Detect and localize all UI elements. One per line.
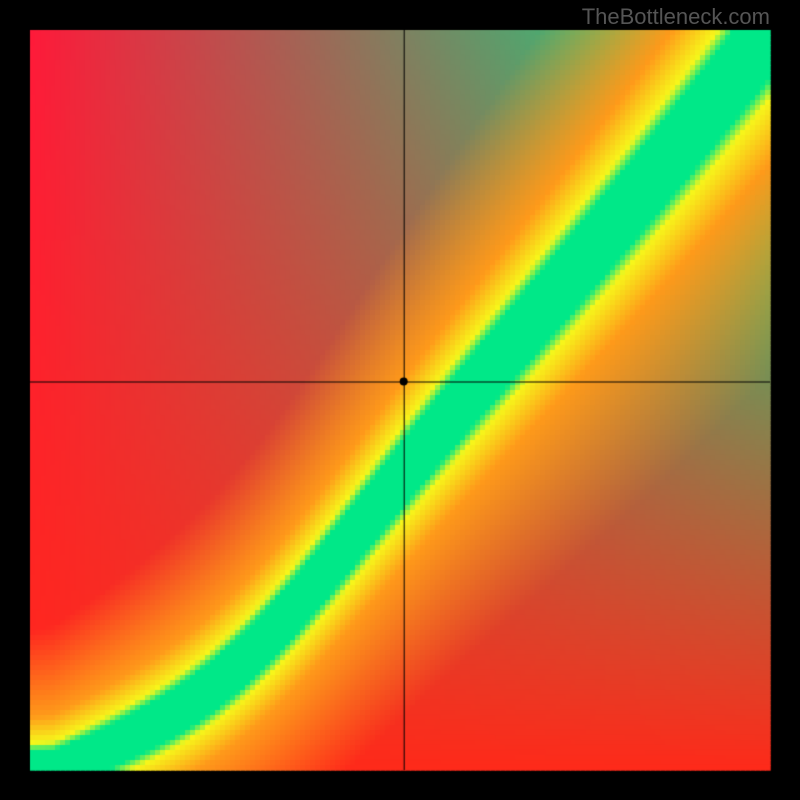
bottleneck-heatmap <box>0 0 800 800</box>
watermark-text: TheBottleneck.com <box>582 4 770 30</box>
chart-container: TheBottleneck.com <box>0 0 800 800</box>
